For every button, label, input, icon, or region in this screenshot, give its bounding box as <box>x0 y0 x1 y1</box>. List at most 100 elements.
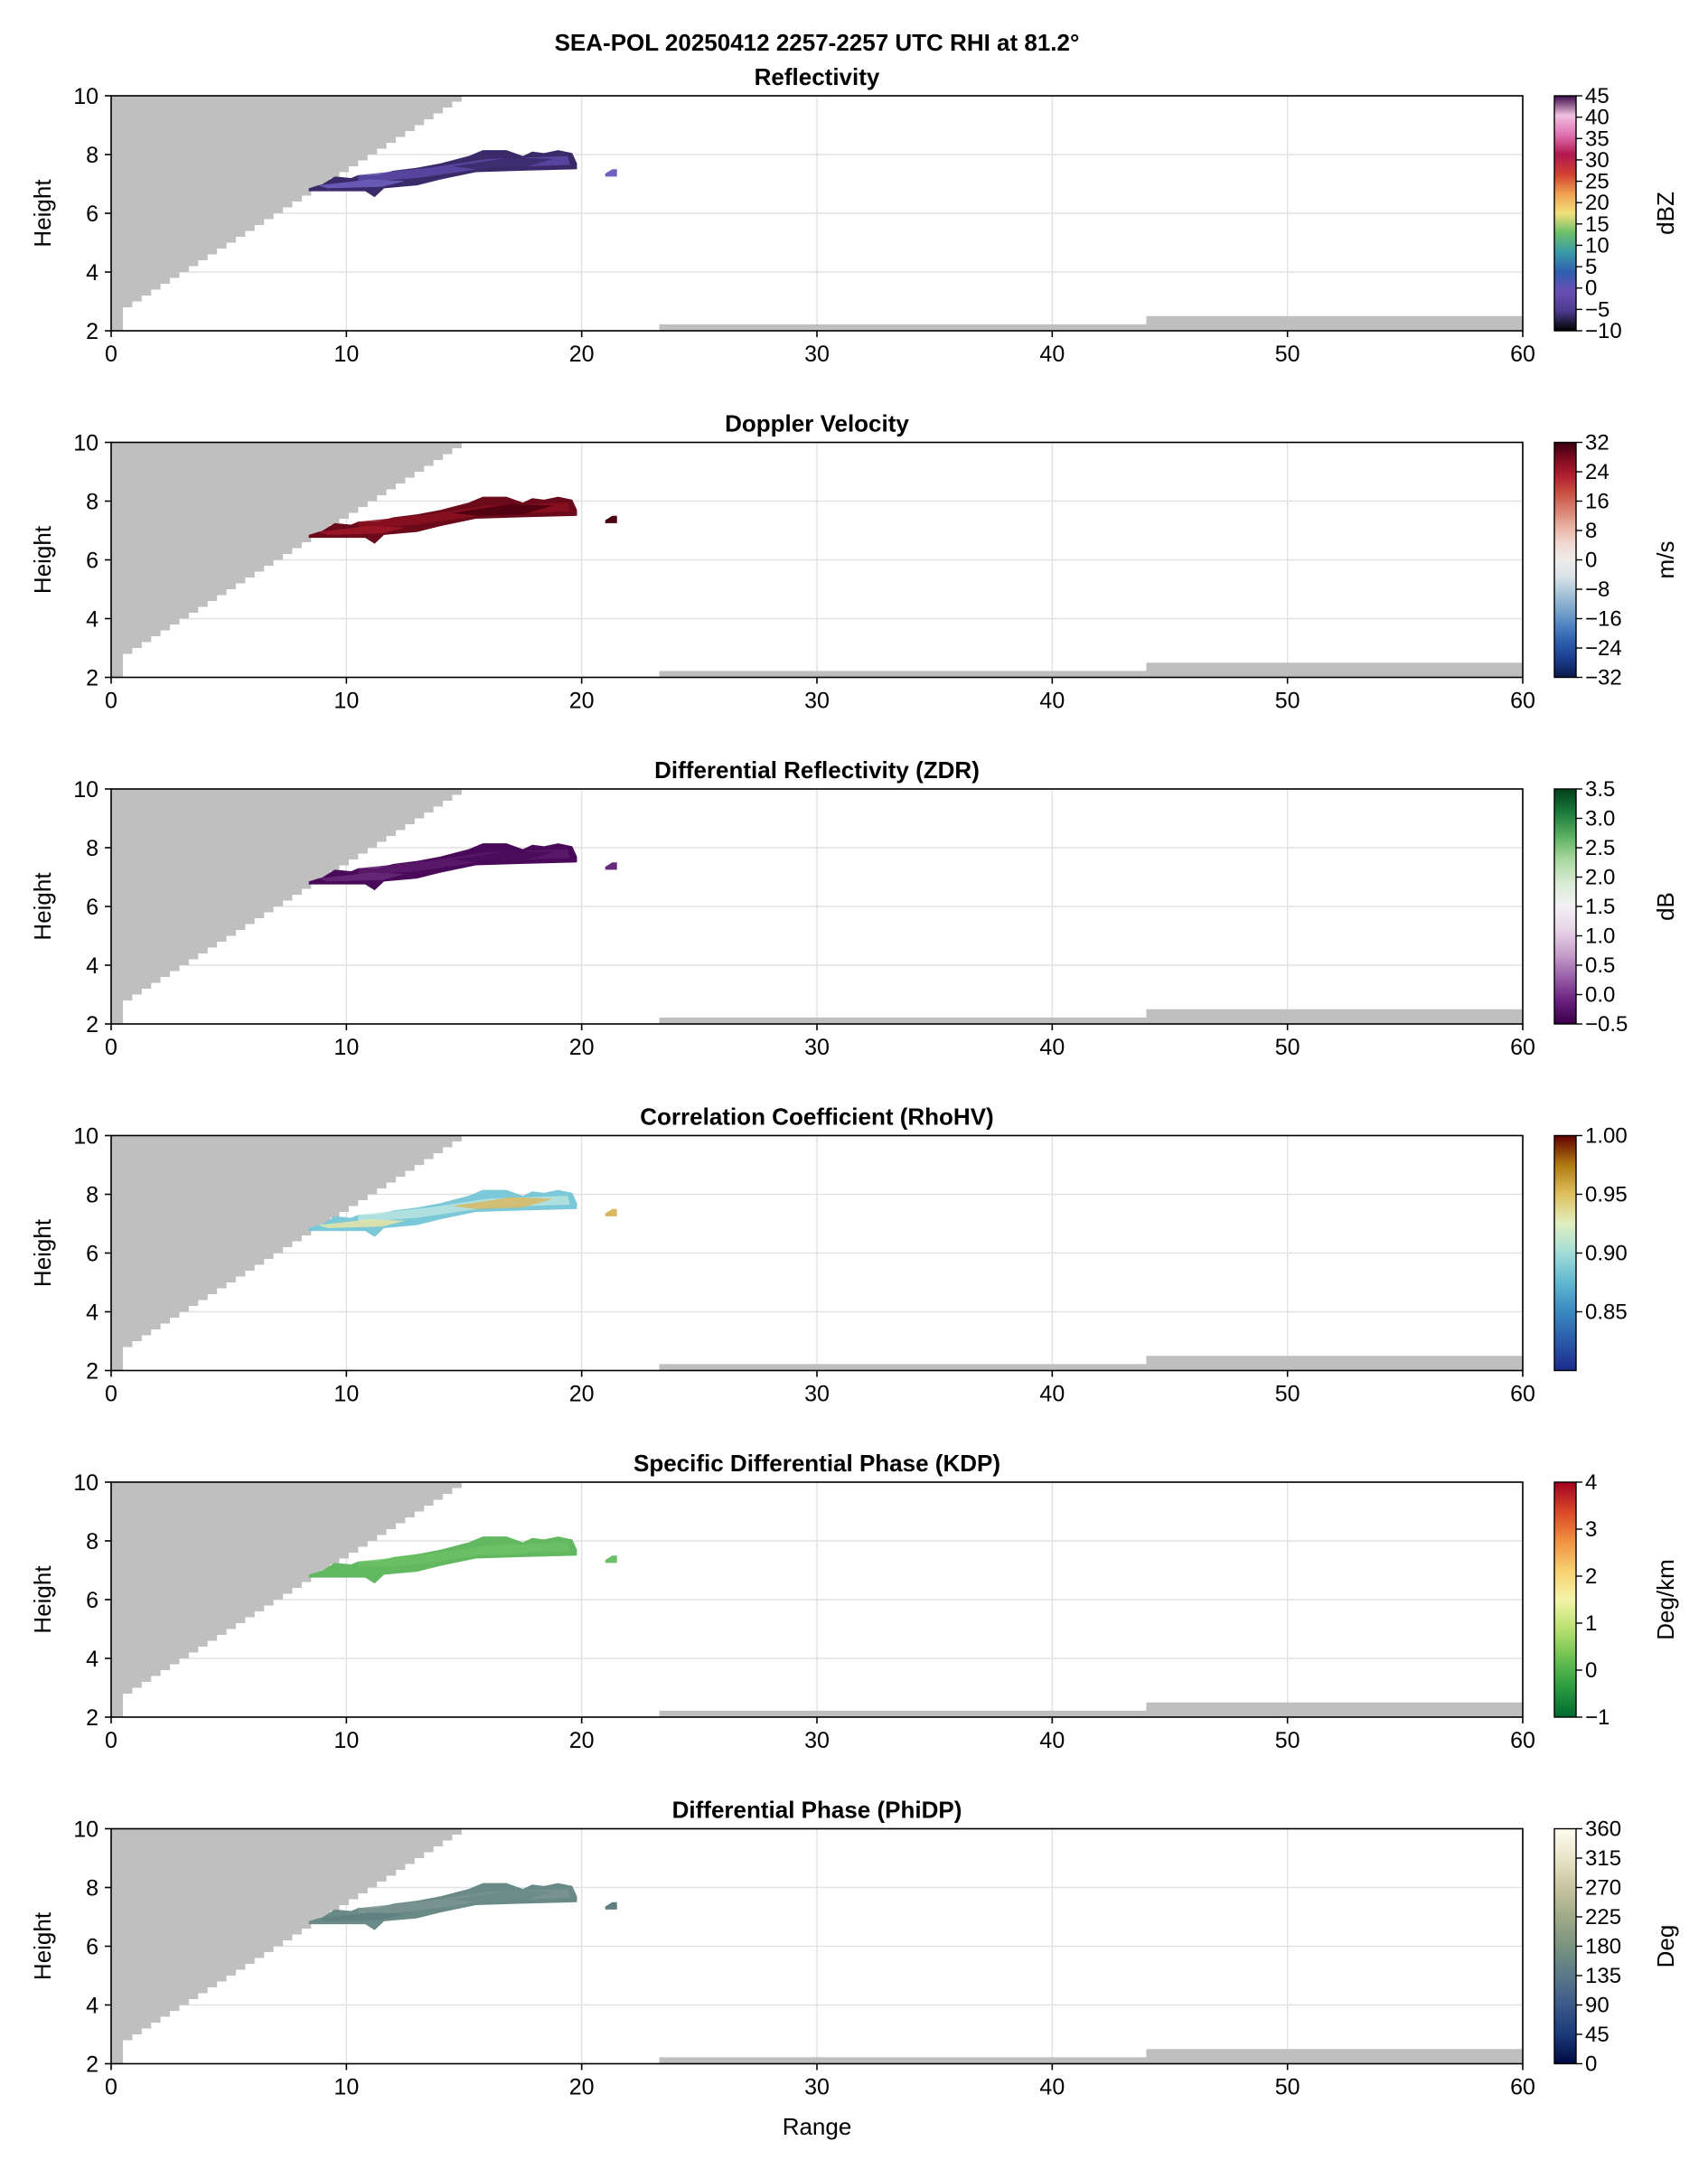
x-tick-label: 20 <box>569 689 595 714</box>
colorbar-tick-label: 1 <box>1585 1611 1597 1636</box>
panel-title: Differential Reflectivity (ZDR) <box>654 756 980 784</box>
colorbar-tick-label: 180 <box>1585 1935 1621 1959</box>
colorbar-tick-label: −5 <box>1585 297 1609 322</box>
colorbar <box>1553 441 1577 679</box>
x-tick-label: 40 <box>1039 1728 1065 1753</box>
x-tick-label: 20 <box>569 1728 595 1753</box>
y-tick-label: 2 <box>86 1012 99 1038</box>
echo-band <box>452 157 554 170</box>
echo-band <box>318 872 406 882</box>
ground-clutter-mask <box>1146 1009 1523 1024</box>
colorbar-tick-label: 225 <box>1585 1905 1621 1930</box>
x-tick-label: 0 <box>105 1382 117 1407</box>
colorbar-tick-label: 360 <box>1585 1817 1621 1842</box>
x-axis-label: Range <box>783 2113 852 2140</box>
echo-fragment <box>605 515 617 523</box>
y-tick-label: 10 <box>73 84 99 109</box>
panel-3: Differential Reflectivity (ZDR)0 10 20 30 40… <box>29 756 1679 1060</box>
y-tick-label: 10 <box>73 1470 99 1496</box>
colorbar-tick-label: 0.90 <box>1585 1242 1628 1266</box>
y-tick-label: 2 <box>86 2052 99 2078</box>
echo-fragment <box>605 169 617 177</box>
colorbar-tick-label: 0.95 <box>1585 1183 1628 1207</box>
ground-clutter-mask <box>659 1710 1147 1717</box>
echo-band <box>452 1544 554 1556</box>
colorbar-tick-label: −0.5 <box>1585 1012 1628 1037</box>
y-tick-label: 8 <box>86 490 99 515</box>
echo-band <box>318 1565 406 1575</box>
x-tick-label: 60 <box>1510 1382 1535 1407</box>
x-tick-label: 40 <box>1039 1382 1065 1407</box>
y-tick-label: 6 <box>86 1588 99 1613</box>
y-tick-label: 6 <box>86 549 99 574</box>
x-tick-label: 30 <box>804 1728 830 1753</box>
x-tick-label: 0 <box>105 689 117 714</box>
colorbar-tick-label: 15 <box>1585 212 1609 237</box>
x-tick-label: 50 <box>1275 1728 1300 1753</box>
panel-6: Differential Phase (PhiDP)0 10 20 30 40 50 602… <box>29 1797 1679 2100</box>
colorbar-label: dB <box>1652 892 1679 921</box>
x-tick-label: 10 <box>333 342 359 367</box>
ground-clutter-mask <box>1146 1702 1523 1717</box>
ground-clutter-mask <box>659 671 1147 678</box>
colorbar-tick-label: 24 <box>1585 460 1609 484</box>
y-tick-label: 4 <box>86 1994 99 2019</box>
x-tick-label: 20 <box>569 1035 595 1060</box>
colorbar-tick-label: 2.0 <box>1585 866 1615 890</box>
colorbar <box>1553 95 1577 332</box>
colorbar-tick-label: 5 <box>1585 255 1597 279</box>
ground-clutter-mask <box>1146 2049 1523 2064</box>
panel-title: Reflectivity <box>755 63 880 90</box>
echo-band <box>452 1197 554 1209</box>
y-tick-label: 4 <box>86 607 99 633</box>
ground-clutter-mask <box>659 1017 1147 1024</box>
beam-blockage-mask <box>111 1482 462 1717</box>
x-tick-label: 30 <box>804 1382 830 1407</box>
ground-clutter-mask <box>1146 662 1523 678</box>
y-axis-label: Height <box>29 525 56 594</box>
y-tick-label: 8 <box>86 143 99 168</box>
colorbar-tick-label: 8 <box>1585 519 1597 543</box>
colorbar-tick-label: 16 <box>1585 490 1609 514</box>
y-tick-label: 2 <box>86 666 99 691</box>
panel-title: Differential Phase (PhiDP) <box>672 1797 962 1824</box>
x-tick-label: 30 <box>804 1035 830 1060</box>
panel-title: Doppler Velocity <box>725 410 909 437</box>
x-tick-label: 20 <box>569 1382 595 1407</box>
x-tick-label: 0 <box>105 2075 117 2100</box>
x-tick-label: 0 <box>105 342 117 367</box>
y-tick-label: 6 <box>86 202 99 227</box>
x-tick-label: 50 <box>1275 689 1300 714</box>
x-tick-label: 10 <box>333 2075 359 2100</box>
colorbar-tick-label: 30 <box>1585 148 1609 173</box>
echo-band <box>452 1890 554 1902</box>
x-tick-label: 50 <box>1275 2075 1300 2100</box>
y-axis-label: Height <box>29 1911 56 1980</box>
echo-band <box>318 1219 406 1228</box>
x-tick-label: 10 <box>333 1035 359 1060</box>
colorbar-tick-label: 135 <box>1585 1964 1621 1988</box>
x-tick-label: 30 <box>804 342 830 367</box>
colorbar-tick-label: 32 <box>1585 431 1609 455</box>
colorbar <box>1553 1481 1577 1718</box>
x-tick-label: 20 <box>569 2075 595 2100</box>
x-tick-label: 10 <box>333 1728 359 1753</box>
y-tick-label: 2 <box>86 319 99 344</box>
x-tick-label: 60 <box>1510 2075 1535 2100</box>
colorbar-tick-label: 4 <box>1585 1470 1597 1495</box>
panel-4: Correlation Coefficient (RhoHV)0 10 20 30 40… <box>29 1103 1628 1407</box>
echo-band <box>318 526 406 535</box>
ground-clutter-mask <box>1146 315 1523 331</box>
x-tick-label: 60 <box>1510 1728 1535 1753</box>
y-tick-label: 8 <box>86 1876 99 1901</box>
x-tick-label: 30 <box>804 2075 830 2100</box>
colorbar-tick-label: 0.0 <box>1585 983 1615 1008</box>
y-tick-label: 8 <box>86 1529 99 1554</box>
y-tick-label: 8 <box>86 836 99 861</box>
colorbar-tick-label: 1.5 <box>1585 895 1615 919</box>
x-tick-label: 40 <box>1039 689 1065 714</box>
colorbar-tick-label: 0.5 <box>1585 953 1615 978</box>
colorbar-tick-label: −8 <box>1585 577 1609 602</box>
